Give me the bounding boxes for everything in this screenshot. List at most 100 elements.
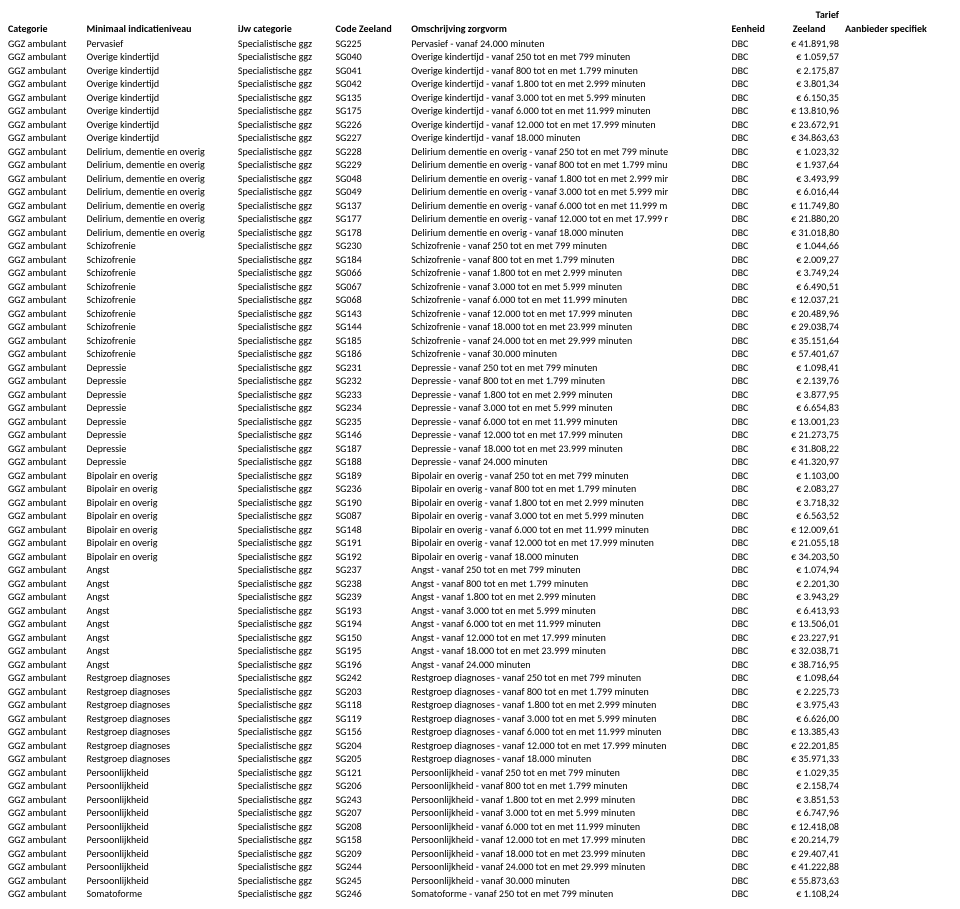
table-cell: Persoonlijkheid [87, 847, 238, 861]
table-cell: GGZ ambulant [8, 725, 87, 739]
table-cell: DBC [731, 631, 779, 645]
table-cell [845, 793, 952, 807]
table-cell: Specialistische ggz [238, 239, 336, 253]
table-cell: Specialistische ggz [238, 347, 336, 361]
table-cell: SG229 [336, 158, 412, 172]
table-cell: Specialistische ggz [238, 874, 336, 888]
table-cell [845, 185, 952, 199]
table-cell: SG188 [336, 455, 412, 469]
table-cell [845, 347, 952, 361]
table-cell: Angst [87, 631, 238, 645]
table-cell: € 1.074,94 [779, 563, 845, 577]
table-cell: Angst - vanaf 12.000 tot en met 17.999 m… [411, 631, 731, 645]
table-cell: DBC [731, 523, 779, 537]
table-cell [845, 77, 952, 91]
table-cell: SG177 [336, 212, 412, 226]
table-cell: GGZ ambulant [8, 347, 87, 361]
table-cell: GGZ ambulant [8, 604, 87, 618]
table-cell: Specialistische ggz [238, 860, 336, 874]
table-cell: DBC [731, 685, 779, 699]
table-cell: DBC [731, 658, 779, 672]
table-cell: Restgroep diagnoses - vanaf 6.000 tot en… [411, 725, 731, 739]
table-cell: DBC [731, 590, 779, 604]
table-cell: € 6.654,83 [779, 401, 845, 415]
table-cell: Specialistische ggz [238, 617, 336, 631]
table-cell: Somatoforme - vanaf 250 tot en met 799 m… [411, 887, 731, 901]
table-cell: Specialistische ggz [238, 698, 336, 712]
table-row: GGZ ambulantOverige kindertijdSpecialist… [8, 91, 952, 105]
table-cell: Specialistische ggz [238, 442, 336, 456]
table-row: GGZ ambulantOverige kindertijdSpecialist… [8, 131, 952, 145]
table-cell: GGZ ambulant [8, 806, 87, 820]
table-cell: Delirium dementie en overig - vanaf 12.0… [411, 212, 731, 226]
table-cell: GGZ ambulant [8, 887, 87, 901]
table-cell: Restgroep diagnoses [87, 725, 238, 739]
table-cell: GGZ ambulant [8, 320, 87, 334]
table-cell: Angst [87, 577, 238, 591]
table-cell: DBC [731, 752, 779, 766]
table-row: GGZ ambulantRestgroep diagnosesSpecialis… [8, 725, 952, 739]
table-cell: Schizofrenie - vanaf 18.000 tot en met 2… [411, 320, 731, 334]
table-cell: DBC [731, 199, 779, 213]
table-cell: DBC [731, 320, 779, 334]
table-cell: Specialistische ggz [238, 536, 336, 550]
table-cell: GGZ ambulant [8, 523, 87, 537]
table-cell: GGZ ambulant [8, 104, 87, 118]
table-cell: Specialistische ggz [238, 671, 336, 685]
table-cell: Specialistische ggz [238, 509, 336, 523]
table-cell: SG042 [336, 77, 412, 91]
table-cell: SG121 [336, 766, 412, 780]
table-cell: Overige kindertijd [87, 131, 238, 145]
table-cell: Overige kindertijd - vanaf 12.000 tot en… [411, 118, 731, 132]
header-minimaal: Minimaal indicatieniveau [87, 22, 238, 37]
table-cell: € 1.044,66 [779, 239, 845, 253]
table-cell [845, 671, 952, 685]
table-row: GGZ ambulantDepressieSpecialistische ggz… [8, 361, 952, 375]
table-cell: Schizofrenie [87, 280, 238, 294]
table-cell: Depressie [87, 361, 238, 375]
table-cell [845, 563, 952, 577]
table-cell: Persoonlijkheid - vanaf 3.000 tot en met… [411, 806, 731, 820]
table-cell: DBC [731, 779, 779, 793]
table-cell [845, 725, 952, 739]
table-cell: GGZ ambulant [8, 374, 87, 388]
table-cell: Angst - vanaf 24.000 minuten [411, 658, 731, 672]
table-cell [845, 550, 952, 564]
table-cell: Persoonlijkheid [87, 820, 238, 834]
table-cell: Bipolair en overig [87, 536, 238, 550]
table-cell [845, 482, 952, 496]
table-cell: DBC [731, 644, 779, 658]
table-cell: € 3.718,32 [779, 496, 845, 510]
table-cell: Restgroep diagnoses - vanaf 800 tot en m… [411, 685, 731, 699]
table-cell: DBC [731, 118, 779, 132]
table-row: GGZ ambulantDepressieSpecialistische ggz… [8, 428, 952, 442]
table-cell: Depressie [87, 388, 238, 402]
table-cell [845, 887, 952, 901]
table-cell [845, 37, 952, 51]
table-cell: € 3.877,95 [779, 388, 845, 402]
table-row: GGZ ambulantDepressieSpecialistische ggz… [8, 442, 952, 456]
table-cell: Specialistische ggz [238, 833, 336, 847]
table-cell: Bipolair en overig - vanaf 12.000 tot en… [411, 536, 731, 550]
table-cell: € 1.098,64 [779, 671, 845, 685]
table-cell: Bipolair en overig [87, 509, 238, 523]
table-row: GGZ ambulantPersoonlijkheidSpecialistisc… [8, 874, 952, 888]
table-cell: GGZ ambulant [8, 118, 87, 132]
table-cell: GGZ ambulant [8, 698, 87, 712]
table-cell: € 6.626,00 [779, 712, 845, 726]
table-cell: € 34.203,50 [779, 550, 845, 564]
table-cell: Specialistische ggz [238, 523, 336, 537]
table-cell: Overige kindertijd [87, 50, 238, 64]
table-cell: Angst - vanaf 6.000 tot en met 11.999 mi… [411, 617, 731, 631]
table-cell: GGZ ambulant [8, 185, 87, 199]
table-cell [845, 604, 952, 618]
table-cell: DBC [731, 617, 779, 631]
table-row: GGZ ambulantPersoonlijkheidSpecialistisc… [8, 806, 952, 820]
table-cell: SG204 [336, 739, 412, 753]
table-cell: € 12.037,21 [779, 293, 845, 307]
table-cell: € 21.880,20 [779, 212, 845, 226]
table-cell [845, 577, 952, 591]
table-cell: Bipolair en overig - vanaf 800 tot en me… [411, 482, 731, 496]
table-cell [845, 496, 952, 510]
table-cell: Specialistische ggz [238, 455, 336, 469]
